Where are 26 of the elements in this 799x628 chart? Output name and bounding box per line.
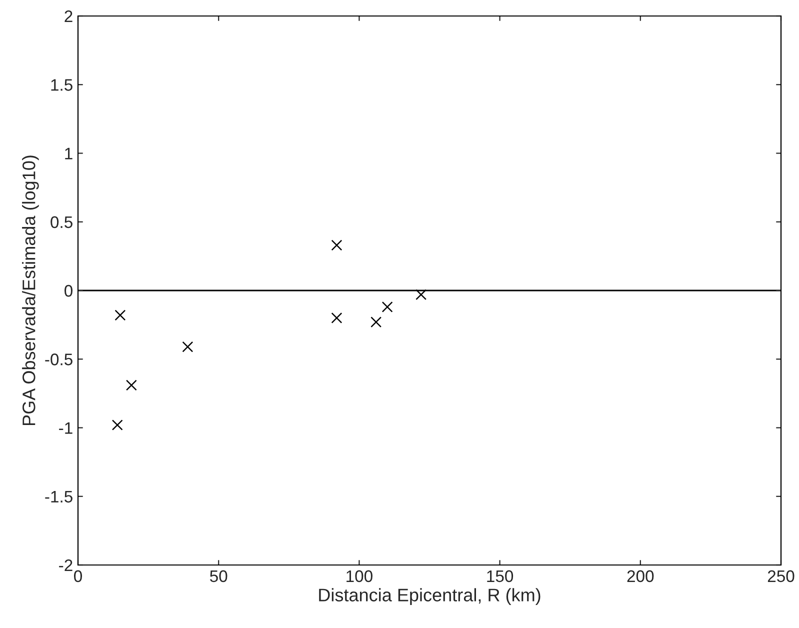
x-tick-label: 250: [768, 570, 794, 582]
point: [331, 240, 342, 251]
point: [126, 380, 137, 391]
x-tick-label: 50: [210, 570, 228, 582]
y-tick-label: 1: [65, 148, 72, 160]
x-tick-label: 150: [487, 570, 514, 582]
point: [182, 341, 194, 352]
x-tick-label: 0: [74, 570, 82, 582]
x-tick-label: 200: [627, 570, 654, 582]
x-axis-title: Distancia Epicentral, R (km): [319, 588, 540, 606]
y-tick-label: -0.5: [45, 354, 72, 366]
y-tick-label: -1: [59, 422, 72, 434]
point: [416, 289, 427, 300]
y-tick-label: 2: [64, 10, 72, 22]
x-tick-label: 100: [346, 570, 372, 582]
point: [114, 310, 126, 321]
point: [382, 301, 393, 312]
point: [112, 420, 123, 430]
y-tick-label: 1.5: [51, 79, 72, 91]
y-tick-label: -1.5: [45, 490, 72, 503]
y-tick-label: 0: [64, 284, 72, 297]
point: [370, 316, 382, 328]
y-tick-label: -2: [59, 559, 72, 572]
point: [331, 312, 342, 324]
y-tick-label: 0.5: [50, 216, 72, 228]
y-axis-title: PGA Observada/Estimada (log10): [22, 156, 39, 425]
